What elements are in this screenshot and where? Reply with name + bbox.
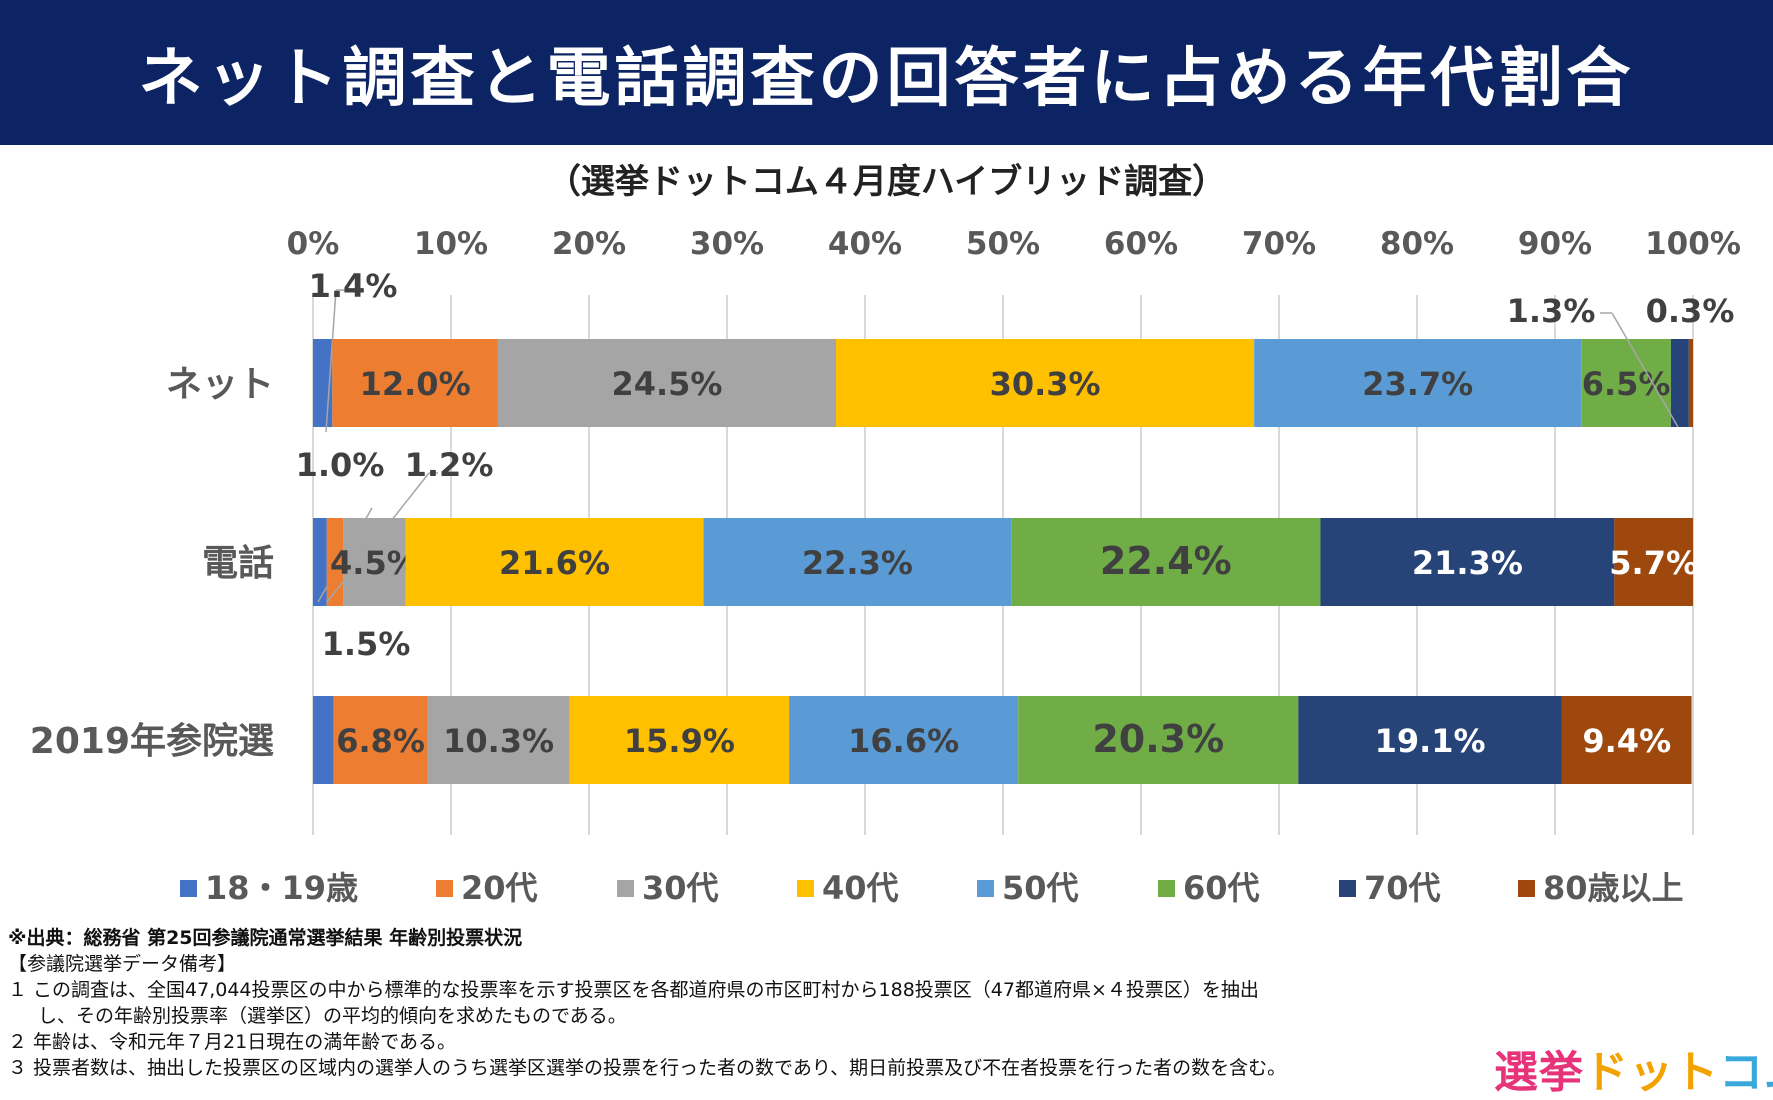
bar-segment-80歳以上 — [1614, 518, 1693, 606]
bar-segment-30代 — [343, 518, 406, 606]
data-label: 21.3% — [1412, 544, 1523, 582]
bar-segment-50代 — [789, 696, 1019, 784]
data-label: 30.3% — [990, 365, 1101, 403]
x-tick-label: 90% — [1518, 226, 1592, 262]
bar-segment-60代 — [1581, 339, 1671, 427]
data-label: 21.6% — [499, 544, 610, 582]
page-title: ネット調査と電話調査の回答者に占める年代割合 — [138, 41, 1635, 116]
bar-segment-70代 — [1320, 518, 1615, 606]
x-tick-label: 10% — [414, 226, 488, 262]
bar-segment-60代 — [1018, 696, 1299, 784]
category-label: ネット — [166, 364, 274, 405]
data-label: 9.4% — [1582, 722, 1671, 760]
bar-segment-50代 — [703, 518, 1012, 606]
note-1-cont: し、その年齢別投票率（選挙区）の平均的傾向を求めたものである。 — [38, 1005, 627, 1027]
title-banner: ネット調査と電話調査の回答者に占める年代割合 — [0, 0, 1773, 145]
notes-heading: 【参議院選挙データ備考】 — [8, 953, 237, 975]
legend-label: 30代 — [642, 869, 719, 907]
x-tick-label: 50% — [966, 226, 1040, 262]
legend-label: 18・19歳 — [205, 869, 358, 907]
data-label: 19.1% — [1375, 722, 1486, 760]
legend-label: 50代 — [1002, 869, 1079, 907]
data-label: 24.5% — [611, 365, 722, 403]
data-label: 20.3% — [1092, 717, 1224, 761]
bar-segment-20代 — [332, 339, 498, 427]
category-label: 2019年参院選 — [30, 721, 274, 762]
bar-segment-18・19歳 — [313, 518, 327, 606]
leader-line — [1611, 312, 1679, 428]
legend-swatch — [1518, 880, 1535, 897]
legend-swatch — [797, 880, 814, 897]
note-2: ２ 年齢は、令和元年７月21日現在の満年齢である。 — [8, 1031, 457, 1053]
legend-swatch — [617, 880, 634, 897]
data-label: 5.7% — [1609, 544, 1698, 582]
bar-segment-20代 — [326, 518, 344, 606]
bar-segment-30代 — [497, 339, 837, 427]
x-tick-label: 70% — [1242, 226, 1316, 262]
note-1: １ この調査は、全国47,044投票区の中から標準的な投票率を示す投票区を各都道… — [8, 979, 1259, 1001]
legend-swatch — [1158, 880, 1175, 897]
bar-segment-80歳以上 — [1561, 696, 1692, 784]
data-label: 15.9% — [624, 722, 735, 760]
data-label: 1.4% — [309, 267, 398, 305]
legend-swatch — [1339, 880, 1356, 897]
legend-swatch — [436, 880, 453, 897]
data-label: 16.6% — [848, 722, 959, 760]
data-label: 6.5% — [1582, 365, 1671, 403]
data-label: 10.3% — [443, 722, 554, 760]
bar-segment-70代 — [1670, 339, 1689, 427]
legend-swatch — [977, 880, 994, 897]
bar-segment-80歳以上 — [1688, 339, 1693, 427]
bar-segment-70代 — [1298, 696, 1562, 784]
bar-segment-30代 — [427, 696, 570, 784]
data-label: 4.5% — [330, 544, 419, 582]
x-tick-label: 20% — [552, 226, 626, 262]
data-label: 1.2% — [405, 446, 494, 484]
bar-segment-20代 — [333, 696, 428, 784]
data-label: 12.0% — [360, 365, 471, 403]
x-tick-label: 80% — [1380, 226, 1454, 262]
legend-label: 20代 — [461, 869, 538, 907]
legend-swatch — [180, 880, 197, 897]
legend-label: 40代 — [822, 869, 899, 907]
bar-segment-50代 — [1254, 339, 1582, 427]
legend-label: 70代 — [1364, 869, 1441, 907]
bar-segment-18・19歳 — [313, 696, 334, 784]
data-label: 22.4% — [1100, 539, 1232, 583]
category-label: 電話 — [202, 543, 274, 584]
x-tick-label: 40% — [828, 226, 902, 262]
note-3: ３ 投票者数は、抽出した投票区の区域内の選挙人のうち選挙区選挙の投票を行った者の… — [8, 1057, 1287, 1079]
source-line: ※出典：総務省 第25回参議院通常選挙結果 年齢別投票状況 — [8, 927, 523, 949]
x-tick-label: 60% — [1104, 226, 1178, 262]
data-label: 1.5% — [322, 625, 411, 663]
data-label: 0.3% — [1646, 292, 1735, 330]
source-notes: ※出典：総務省 第25回参議院通常選挙結果 年齢別投票状況 【参議院選挙データ備… — [8, 925, 1286, 1081]
bar-segment-40代 — [405, 518, 704, 606]
bar-segment-60代 — [1011, 518, 1321, 606]
leader-line — [325, 289, 337, 433]
data-label: 22.3% — [802, 544, 913, 582]
data-label: 1.0% — [296, 446, 385, 484]
x-tick-label: 100% — [1645, 226, 1741, 262]
brand-logo: 選挙ドットコム — [1494, 1047, 1773, 1098]
x-tick-label: 30% — [690, 226, 764, 262]
bar-segment-40代 — [836, 339, 1255, 427]
legend-label: 80歳以上 — [1543, 869, 1684, 907]
data-label: 6.8% — [336, 722, 425, 760]
data-label: 23.7% — [1362, 365, 1473, 403]
x-tick-label: 0% — [287, 226, 340, 262]
chart-subtitle: （選挙ドットコム４月度ハイブリッド調査） — [546, 162, 1227, 202]
bar-segment-40代 — [569, 696, 790, 784]
legend-label: 60代 — [1183, 869, 1260, 907]
data-label: 1.3% — [1507, 292, 1596, 330]
